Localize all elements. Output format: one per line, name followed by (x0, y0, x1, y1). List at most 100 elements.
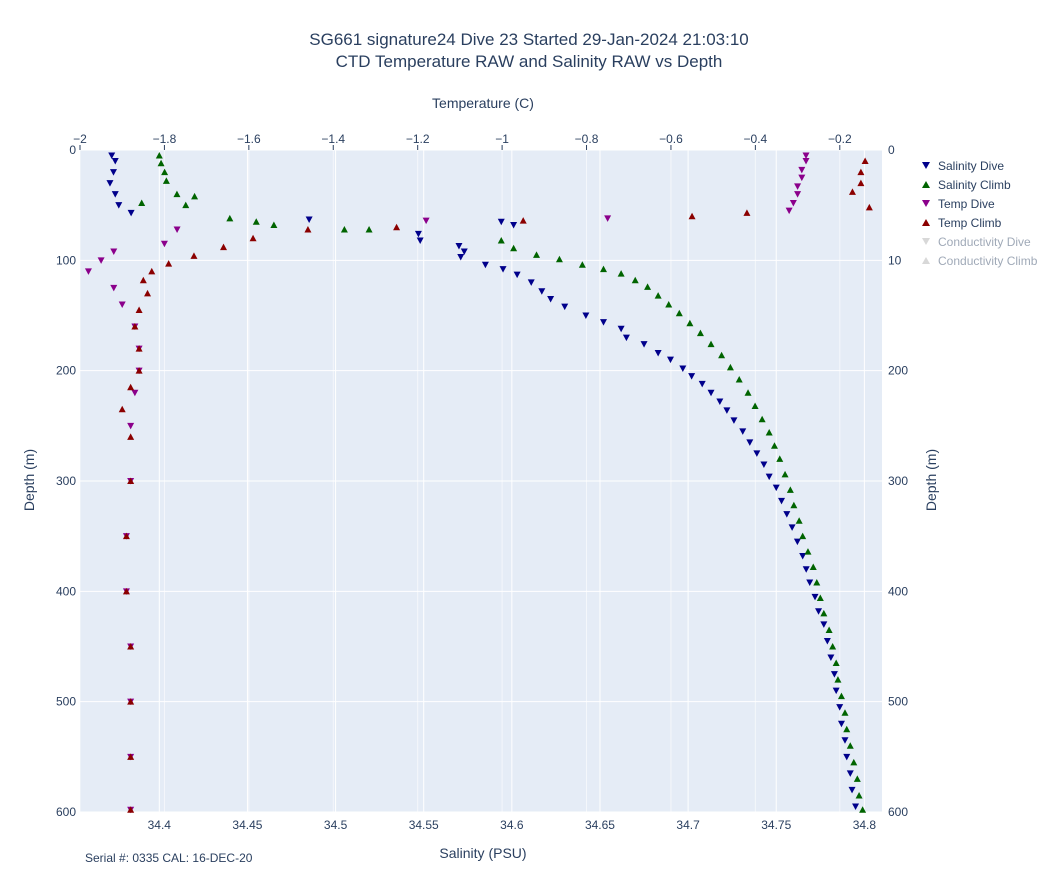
temperature-tick-label: −1.4 (321, 132, 345, 146)
temp-climb-marker (135, 367, 143, 374)
temp-climb-marker (127, 477, 135, 484)
legend-item-conductivity-dive[interactable]: Conductivity Dive (914, 232, 1037, 251)
temp-dive-marker (110, 284, 118, 292)
temp-climb-marker (165, 260, 173, 267)
salinity-dive-marker (510, 222, 518, 229)
salinity-dive-marker (793, 538, 801, 546)
legend-label: Conductivity Dive (938, 234, 1031, 249)
salinity-dive-marker (654, 350, 662, 357)
salinity-dive-marker (778, 497, 786, 505)
salinity-climb-marker (832, 659, 840, 667)
salinity-climb-marker (654, 292, 662, 299)
legend-item-temp-climb[interactable]: Temp Climb (914, 213, 1037, 232)
salinity-dive-marker (827, 654, 835, 662)
legend-item-conductivity-climb[interactable]: Conductivity Climb (914, 251, 1037, 270)
salinity-dive-marker (127, 209, 135, 217)
salinity-dive-marker (414, 230, 422, 238)
salinity-dive-marker (788, 524, 796, 531)
salinity-climb-marker (837, 692, 845, 700)
temp-dive-marker (789, 199, 797, 207)
salinity-climb-marker (846, 742, 854, 749)
depth-tick-label-right: 0 (888, 143, 895, 157)
depth-tick-label-right: 600 (888, 805, 908, 819)
salinity-climb-marker (820, 609, 828, 617)
legend-item-salinity-climb[interactable]: Salinity Climb (914, 175, 1037, 194)
depth-tick-label-right: 10 (888, 253, 902, 267)
salinity-climb-marker (191, 192, 199, 200)
salinity-climb-marker (786, 486, 794, 493)
legend-item-temp-dive[interactable]: Temp Dive (914, 194, 1037, 213)
salinity-dive-marker (538, 288, 546, 295)
serial-calibration-note: Serial #: 0335 CAL: 16-DEC-20 (85, 851, 253, 865)
salinity-dive-marker (666, 356, 674, 364)
temp-climb-marker (144, 289, 152, 297)
salinity-climb-marker (675, 309, 683, 317)
temp-dive-marker (422, 217, 430, 225)
salinity-dive-marker (753, 450, 761, 457)
salinity-dive-marker (561, 303, 569, 311)
salinity-climb-marker (804, 548, 812, 555)
depth-tick-label-left: 300 (56, 474, 76, 488)
salinity-climb-marker (155, 152, 163, 159)
salinity-climb-marker (696, 329, 704, 337)
salinity-climb-marker (841, 709, 849, 716)
temp-climb-marker (118, 405, 126, 413)
salinity-dive-marker (600, 319, 608, 326)
temp-climb-marker (304, 225, 312, 233)
salinity-climb-marker (555, 255, 563, 263)
salinity-climb-marker (707, 340, 715, 348)
salinity-dive-marker (111, 191, 119, 198)
temp-dive-marker (160, 240, 168, 248)
salinity-dive-marker (765, 473, 773, 481)
temp-climb-marker (127, 806, 135, 813)
depth-tick-label-left: 200 (56, 364, 76, 378)
temp-dive-marker (785, 207, 793, 215)
temp-dive-marker (802, 152, 810, 160)
salinity-climb-marker (781, 470, 789, 478)
salinity-climb-marker (834, 676, 842, 683)
salinity-climb-marker (226, 214, 234, 222)
temp-climb-marker (393, 223, 401, 231)
salinity-climb-marker (744, 389, 752, 396)
temperature-axis-title: Temperature (C) (432, 95, 534, 111)
salinity-dive-marker (617, 325, 625, 333)
chart-title-line2: CTD Temperature RAW and Salinity RAW vs … (335, 52, 723, 71)
salinity-dive-marker (547, 295, 555, 303)
temperature-tick-label: −0.4 (744, 132, 768, 146)
salinity-climb-marker (770, 442, 778, 449)
legend-item-salinity-dive[interactable]: Salinity Dive (914, 156, 1037, 175)
temperature-tick-label: −0.8 (575, 132, 599, 146)
salinity-climb-marker (855, 791, 863, 799)
salinity-climb-marker (138, 199, 146, 206)
temp-climb-marker (135, 306, 143, 313)
temp-climb-marker (848, 188, 856, 195)
temp-dive-marker (798, 166, 806, 174)
salinity-tick-label: 34.75 (761, 818, 791, 832)
salinity-dive-marker (716, 398, 724, 406)
legend-label: Temp Climb (938, 215, 1002, 230)
temp-climb-marker (688, 212, 696, 220)
salinity-dive-marker (108, 152, 116, 160)
salinity-climb-marker (853, 775, 861, 782)
salinity-dive-marker (815, 608, 823, 615)
depth-tick-label-right: 200 (888, 364, 908, 378)
salinity-climb-marker (829, 643, 837, 650)
temp-dive-marker (794, 191, 802, 198)
salinity-dive-marker (836, 704, 844, 711)
salinity-tick-label: 34.45 (232, 818, 262, 832)
salinity-dive-marker (416, 237, 424, 244)
temp-climb-marker (127, 753, 135, 760)
temp-climb-marker (135, 345, 143, 352)
depth-tick-label-right: 500 (888, 695, 908, 709)
salinity-climb-marker (631, 276, 639, 284)
temp-climb-marker (127, 383, 135, 391)
salinity-tick-label: 34.4 (148, 818, 172, 832)
salinity-climb-marker (843, 725, 851, 733)
salinity-climb-marker (751, 402, 759, 409)
salinity-climb-marker (157, 159, 165, 167)
salinity-climb-marker (850, 758, 858, 766)
depth-tick-label-left: 400 (56, 584, 76, 598)
salinity-dive-marker (499, 266, 507, 273)
legend: Salinity Dive Salinity Climb Temp Dive T… (914, 156, 1037, 270)
salinity-climb-marker (533, 251, 541, 258)
